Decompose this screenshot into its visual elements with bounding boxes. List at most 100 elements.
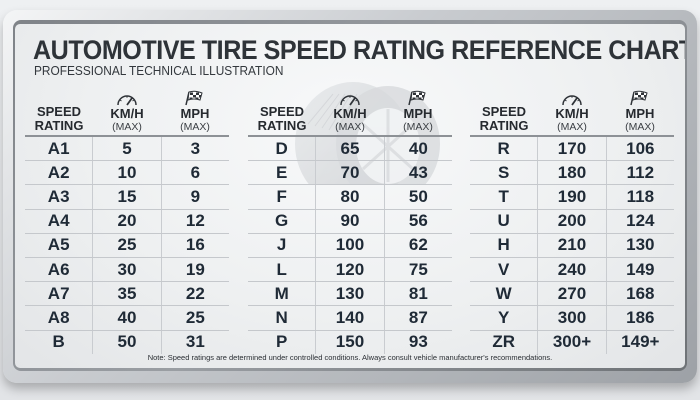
kmh-cell: 150 (316, 330, 385, 354)
table-row: L 120 75 (248, 257, 452, 283)
column-header-mph: MPH (MAX) (161, 84, 229, 135)
rating-cell: ZR (470, 330, 539, 354)
rating-cell: W (470, 282, 539, 306)
column-header-mph: MPH (MAX) (384, 84, 452, 135)
column-header-kmh: KM/H (MAX) (93, 84, 161, 135)
mph-cell: 81 (408, 283, 428, 303)
rating-cell: B (25, 330, 94, 354)
rating-cell: A5 (25, 233, 94, 257)
rating-cell: N (248, 306, 317, 330)
table-row: M 130 81 (248, 282, 452, 307)
mph-cell: 186 (626, 307, 655, 327)
checkered-flag-icon (630, 90, 648, 106)
mph-cell: 56 (408, 211, 428, 231)
rating-cell: T (470, 185, 539, 209)
mph-cell: 149+ (621, 332, 660, 352)
kmh-cell: 35 (93, 282, 162, 306)
mph-cell: 112 (626, 162, 655, 182)
rating-table-3: SPEED RATING KM/H (MAX) MPH (MAX) R 170 10… (470, 84, 674, 354)
mph-cell: 40 (408, 138, 428, 158)
rating-cell: V (470, 257, 539, 282)
rating-cell: A8 (25, 306, 94, 330)
kmh-cell: 80 (316, 185, 385, 209)
table-row: P 150 93 (248, 330, 452, 354)
mph-cell: 12 (185, 211, 205, 231)
mph-cell: 43 (408, 162, 428, 182)
table-row: A6 30 19 (25, 257, 229, 283)
speedometer-icon (562, 95, 582, 106)
kmh-cell: 100 (316, 233, 385, 257)
column-header-kmh: KM/H (MAX) (316, 84, 384, 135)
mph-cell: 106 (626, 138, 655, 158)
mph-cell: 62 (408, 235, 428, 255)
rating-cell: F (248, 185, 317, 209)
speedometer-icon (117, 95, 137, 106)
kmh-cell: 140 (316, 306, 385, 330)
kmh-cell: 190 (538, 185, 607, 209)
mph-cell: 16 (185, 235, 205, 255)
checkered-flag-icon (185, 90, 203, 106)
table-row: V 240 149 (470, 257, 674, 283)
mph-cell: 87 (408, 307, 428, 327)
kmh-cell: 180 (538, 161, 607, 185)
rating-cell: L (248, 257, 317, 282)
mph-cell: 168 (626, 283, 655, 303)
table-row: E 70 43 (248, 161, 452, 186)
checkered-flag-icon (408, 90, 426, 106)
rating-cell: M (248, 282, 317, 306)
table-row: F 80 50 (248, 185, 452, 210)
column-header-kmh: KM/H (MAX) (538, 84, 606, 135)
rating-cell: H (470, 233, 539, 257)
table-row: J 100 62 (248, 233, 452, 258)
rating-cell: A7 (25, 282, 94, 306)
table-row: A8 40 25 (25, 306, 229, 331)
mph-cell: 22 (185, 283, 205, 303)
mph-cell: 31 (185, 332, 205, 352)
table-row: A1 5 3 (25, 137, 229, 162)
kmh-cell: 15 (93, 185, 162, 209)
rating-cell: A3 (25, 185, 94, 209)
table-row: A4 20 12 (25, 209, 229, 234)
table-row: ZR 300+ 149+ (470, 330, 674, 354)
mph-cell: 149 (626, 259, 655, 279)
chart-subtitle: PROFESSIONAL TECHNICAL ILLUSTRATION (34, 64, 284, 78)
rating-table-1: SPEED RATING KM/H (MAX) MPH (MAX) A1 5 3 A… (25, 84, 229, 354)
kmh-cell: 20 (93, 209, 162, 233)
speedometer-icon (340, 95, 360, 106)
table-row: A3 15 9 (25, 185, 229, 210)
rating-table-2: SPEED RATING KM/H (MAX) MPH (MAX) D 65 40 … (248, 84, 452, 354)
kmh-cell: 5 (93, 137, 162, 161)
rating-cell: E (248, 161, 317, 185)
kmh-cell: 270 (538, 282, 607, 306)
table-row: H 210 130 (470, 233, 674, 258)
rating-cell: P (248, 330, 317, 354)
table-row: T 190 118 (470, 185, 674, 210)
chart-title: AUTOMOTIVE TIRE SPEED RATING REFERENCE C… (33, 35, 685, 65)
kmh-cell: 240 (538, 257, 607, 282)
rating-cell: A4 (25, 209, 94, 233)
kmh-cell: 70 (316, 161, 385, 185)
kmh-cell: 210 (538, 233, 607, 257)
table-row: U 200 124 (470, 209, 674, 234)
rating-cell: R (470, 137, 539, 161)
kmh-cell: 200 (538, 209, 607, 233)
table-row: N 140 87 (248, 306, 452, 331)
rating-cell: A2 (25, 161, 94, 185)
table-row: Y 300 186 (470, 306, 674, 331)
footnote: Note: Speed ratings are determined under… (147, 353, 553, 362)
column-header-rating: SPEED RATING (479, 104, 529, 133)
kmh-cell: 30 (93, 257, 162, 282)
kmh-cell: 130 (316, 282, 385, 306)
table-row: A2 10 6 (25, 161, 229, 186)
rating-cell: Y (470, 306, 539, 330)
rating-cell: U (470, 209, 539, 233)
rating-cell: A1 (25, 137, 94, 161)
mph-cell: 124 (626, 211, 655, 231)
table-row: S 180 112 (470, 161, 674, 186)
rating-cell: D (248, 137, 317, 161)
kmh-cell: 120 (316, 257, 385, 282)
rating-cell: G (248, 209, 317, 233)
table-row: A7 35 22 (25, 282, 229, 307)
kmh-cell: 10 (93, 161, 162, 185)
column-header-rating: SPEED RATING (257, 104, 307, 133)
